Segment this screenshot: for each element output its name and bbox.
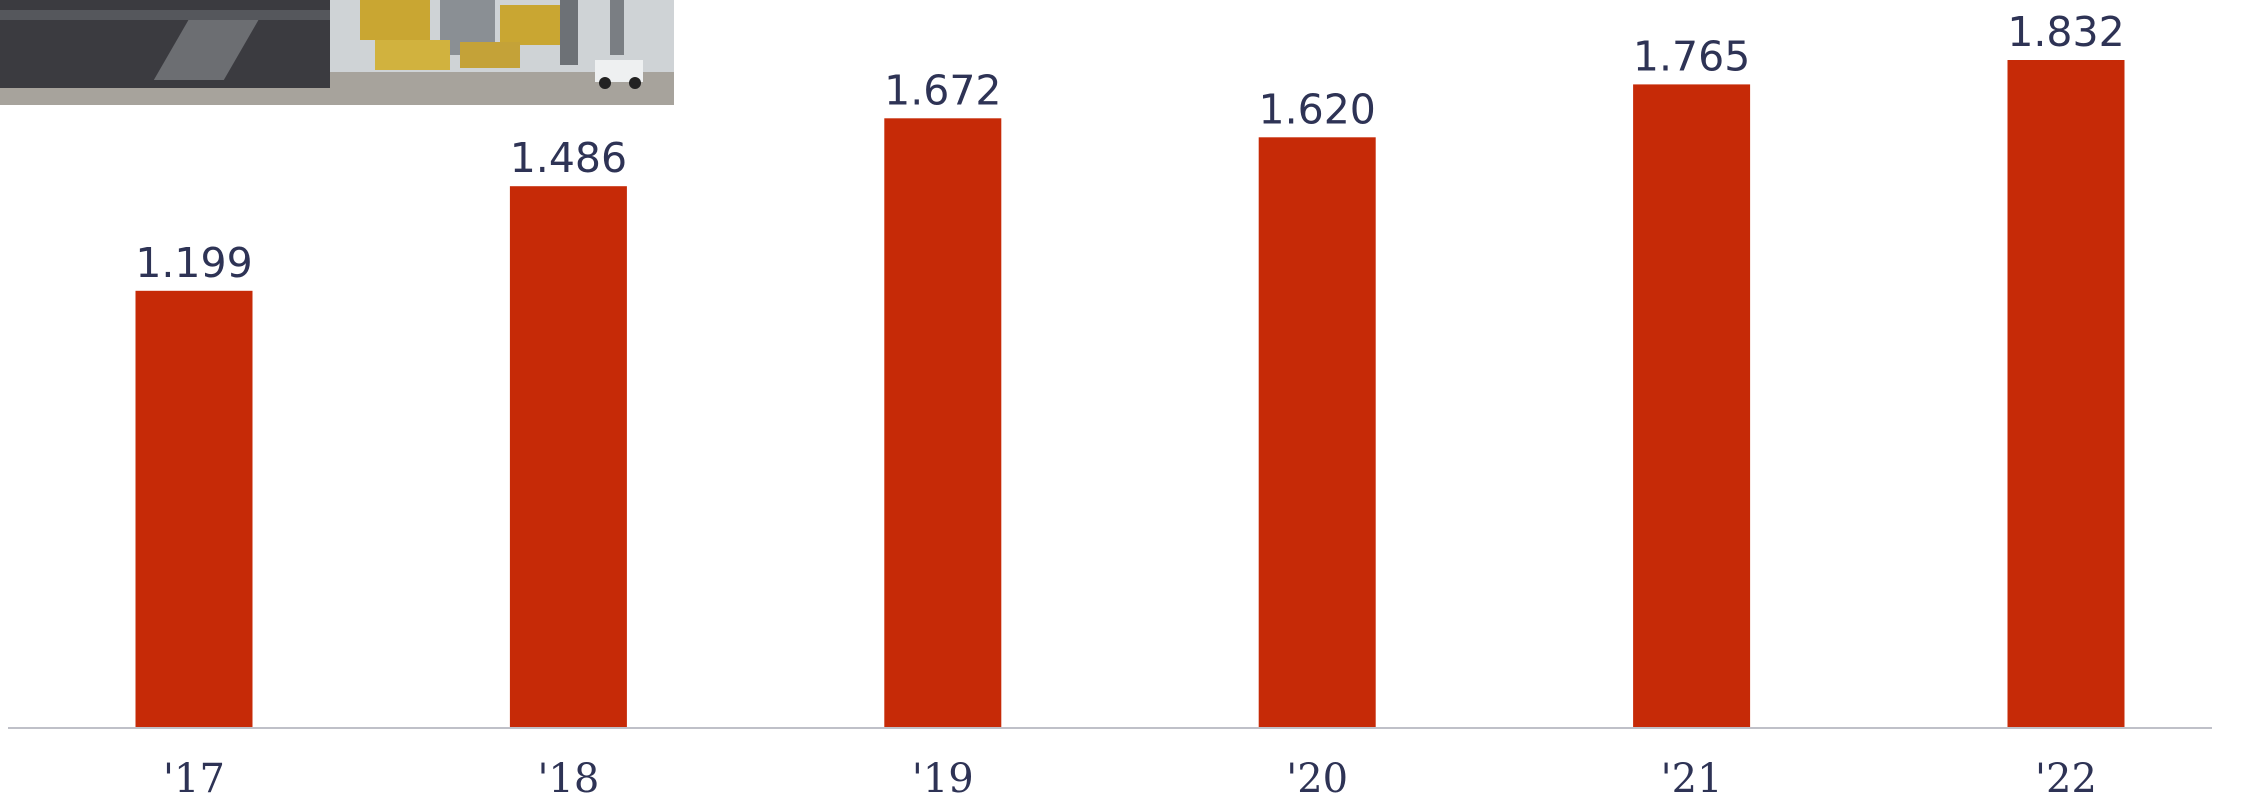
data-label: 1.832 bbox=[2007, 8, 2124, 56]
photo-wheel bbox=[599, 77, 611, 89]
bar bbox=[509, 186, 627, 728]
bar bbox=[135, 290, 253, 728]
photo-ship-deck bbox=[0, 10, 330, 20]
photo-truck bbox=[375, 40, 450, 70]
bar bbox=[1633, 84, 1751, 728]
photo-container bbox=[500, 5, 560, 45]
bar bbox=[1258, 137, 1376, 729]
data-label: 1.620 bbox=[1259, 85, 1376, 133]
photo-wheel bbox=[629, 77, 641, 89]
photo-pickup-truck bbox=[595, 60, 643, 82]
photo-truck bbox=[460, 42, 520, 68]
bar bbox=[884, 118, 1002, 729]
x-tick-label: '18 bbox=[537, 756, 599, 801]
data-label: 1.765 bbox=[1633, 32, 1750, 80]
x-tick-label: '21 bbox=[1661, 756, 1723, 801]
data-label: 1.672 bbox=[884, 66, 1001, 114]
data-label: 1.486 bbox=[510, 134, 627, 182]
x-tick-label: '20 bbox=[1286, 756, 1348, 801]
bar bbox=[2007, 60, 2125, 728]
photo-gangway bbox=[153, 20, 259, 80]
photo-crane bbox=[610, 0, 624, 55]
x-tick-label: '22 bbox=[2035, 756, 2097, 801]
photo-container bbox=[360, 0, 430, 40]
data-label: 1.199 bbox=[135, 239, 252, 287]
x-tick-label: '19 bbox=[912, 756, 974, 801]
port-photo bbox=[0, 0, 674, 105]
x-tick-label: '17 bbox=[163, 756, 225, 801]
photo-crane bbox=[560, 0, 578, 65]
